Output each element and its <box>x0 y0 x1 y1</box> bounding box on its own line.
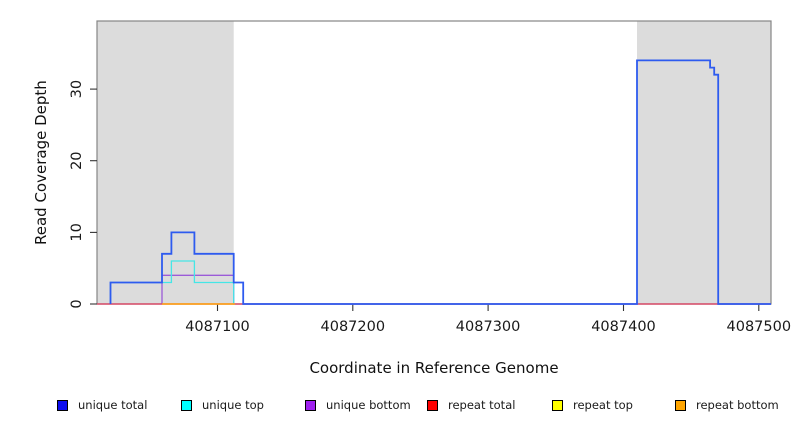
legend-label: unique bottom <box>326 398 411 412</box>
legend-label: repeat bottom <box>696 398 779 412</box>
repeat-region-band <box>637 21 771 304</box>
y-tick-label: 10 <box>69 223 85 241</box>
repeat-bottom-swatch-icon <box>675 399 686 411</box>
legend-label: repeat total <box>448 398 516 412</box>
legend-item-unique-top: unique top <box>181 396 264 414</box>
legend-item-unique-total: unique total <box>57 396 147 414</box>
y-tick-label: 30 <box>69 80 85 98</box>
unique-bottom-swatch-icon <box>305 399 316 411</box>
legend-item-repeat-bottom: repeat bottom <box>675 396 779 414</box>
legend-item-repeat-total: repeat total <box>427 396 515 414</box>
legend-label: unique top <box>202 398 264 412</box>
x-tick-label: 4087500 <box>727 319 792 335</box>
repeat-region-band <box>97 21 234 304</box>
x-tick-label: 4087300 <box>456 319 521 335</box>
x-tick-label: 4087400 <box>591 319 656 335</box>
legend-item-unique-bottom: unique bottom <box>305 396 411 414</box>
coverage-chart: 4087100 4087200 4087300 4087400 4087500 0 10 20… <box>69 20 792 335</box>
legend-label: unique total <box>78 398 148 412</box>
repeat-total-swatch-icon <box>427 399 438 411</box>
legend-label: repeat top <box>573 398 633 412</box>
unique-total-swatch-icon <box>57 399 68 411</box>
x-axis-title: Coordinate in Reference Genome <box>309 359 559 377</box>
unique-top-swatch-icon <box>181 399 192 411</box>
legend: unique total unique top unique bottom re… <box>0 396 792 420</box>
y-tick-label: 0 <box>69 299 85 308</box>
y-axis-title: Read Coverage Depth <box>32 80 50 245</box>
series-unique-total <box>109 59 771 305</box>
repeat-top-swatch-icon <box>552 399 563 411</box>
x-tick-label: 4087200 <box>321 319 386 335</box>
x-tick-label: 4087100 <box>185 319 250 335</box>
legend-item-repeat-top: repeat top <box>552 396 633 414</box>
y-tick-label: 20 <box>69 151 85 169</box>
